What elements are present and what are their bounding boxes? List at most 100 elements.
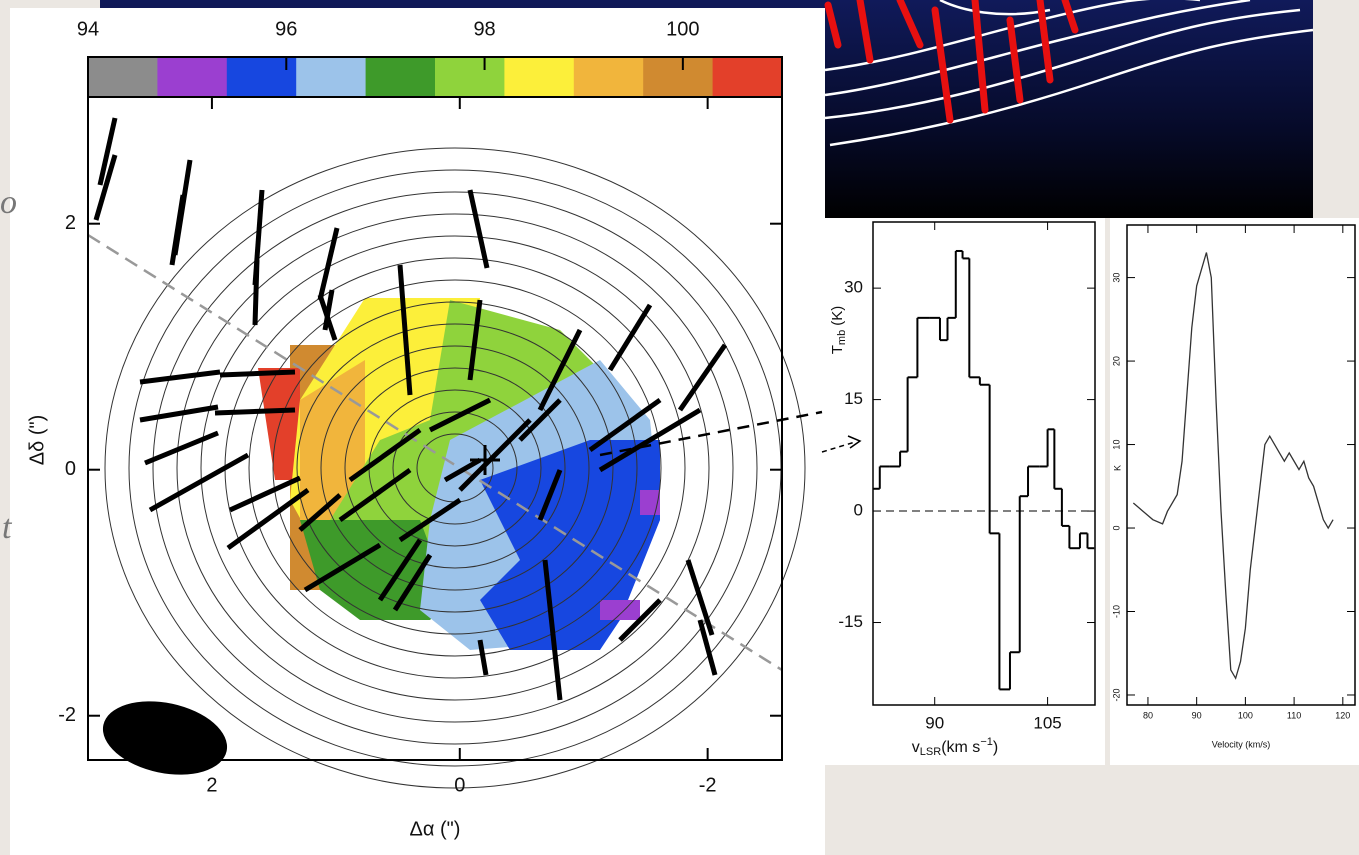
contour xyxy=(152,191,758,745)
map-image: 2 0 -2 2 0 -2 Δα (") Δδ (") 94 96 98 100 xyxy=(26,18,806,840)
colorbar-segment xyxy=(643,57,714,97)
polarization-vector xyxy=(252,259,260,326)
polarization-vector xyxy=(467,189,490,269)
x-axis-label: vLSR(km s−1) xyxy=(912,736,998,758)
emission-pixels xyxy=(600,600,640,620)
label-part: mb xyxy=(836,330,848,345)
y-axis-label: Δδ (") xyxy=(26,415,48,465)
slide-text-fragment: t xyxy=(2,509,13,546)
spectrum-scan-panel xyxy=(1110,218,1359,765)
contour xyxy=(248,279,662,657)
x-tick-label: 2 xyxy=(206,774,217,796)
polarization-vector xyxy=(148,452,250,513)
y-tick-label: 30 xyxy=(844,278,863,297)
label-part: v xyxy=(912,739,920,756)
contour xyxy=(392,411,518,525)
contour xyxy=(272,301,638,635)
x-tick-label: 110 xyxy=(1287,710,1301,720)
y-axis-label: Tmb (K) xyxy=(829,306,848,354)
pointer-arrow xyxy=(821,441,856,453)
polarization-vector xyxy=(322,289,335,331)
polarization-vector xyxy=(97,117,118,186)
colorbar-tick-label: 100 xyxy=(666,18,699,40)
polarization-vector xyxy=(467,299,483,381)
x-tick-label: 105 xyxy=(1033,713,1061,732)
emission-pixels xyxy=(640,490,660,515)
contour xyxy=(344,367,566,569)
polarization-vector xyxy=(397,264,413,396)
polarization-vector xyxy=(428,397,492,433)
polarization-vector xyxy=(518,398,562,442)
spectrum-line xyxy=(1132,252,1334,680)
label-part: (km s xyxy=(941,739,980,756)
axis-line xyxy=(87,233,783,672)
colorbar-segment xyxy=(504,57,575,97)
x-tick-label: 90 xyxy=(925,713,944,732)
polarization-vector xyxy=(398,497,462,543)
polarization-vector xyxy=(303,542,382,593)
polarization-vector xyxy=(228,475,302,513)
polarization-vector xyxy=(298,493,342,532)
polarization-vector xyxy=(588,397,662,453)
plot-frame xyxy=(1126,224,1356,706)
contour xyxy=(104,147,806,789)
colorbar-segment xyxy=(435,57,505,97)
top-vectors xyxy=(824,0,1079,124)
polarization-vector xyxy=(443,457,482,483)
y-tick-label: 0 xyxy=(854,501,863,520)
polarization-vector xyxy=(93,154,118,221)
polarization-vector xyxy=(677,343,728,412)
polarization-vector xyxy=(458,418,532,492)
colorbar-segment xyxy=(226,57,297,97)
y-tick-label: 2 xyxy=(65,212,76,234)
y-tick-label: 0 xyxy=(1111,526,1121,531)
polarization-vector xyxy=(542,559,563,701)
top-contours xyxy=(824,0,1314,147)
polarization-vector xyxy=(537,469,563,521)
polarization-vector xyxy=(169,194,186,266)
polarization-vector xyxy=(598,407,702,473)
polarization-vector xyxy=(392,553,433,612)
plot-frame xyxy=(872,221,1096,706)
label-part: LSR xyxy=(920,746,941,758)
x-axis-label: Velocity (km/s) xyxy=(1212,739,1271,749)
x-tick-label: 80 xyxy=(1143,710,1153,720)
polarization-vector xyxy=(214,407,296,416)
label-part: T xyxy=(829,345,846,354)
y-tick-label: 10 xyxy=(1111,440,1121,450)
y-tick-label: -10 xyxy=(1111,605,1121,618)
polarization-vector xyxy=(607,303,653,372)
label-part: (K) xyxy=(829,306,846,326)
colorbar-segment xyxy=(712,57,783,97)
polarization-vector xyxy=(537,328,583,412)
x-tick-label: 0 xyxy=(454,774,465,796)
polarization-vector xyxy=(477,639,489,676)
y-tick-label: -2 xyxy=(58,704,76,726)
y-tick-label: 20 xyxy=(1111,356,1121,366)
colorbar-segment xyxy=(573,57,644,97)
contour xyxy=(176,213,734,723)
polarization-vector xyxy=(317,227,340,301)
y-tick-label: -20 xyxy=(1111,688,1121,701)
y-axis-label: K xyxy=(1112,465,1122,471)
y-tick-label: 15 xyxy=(844,389,863,408)
polarization-vector xyxy=(618,598,662,642)
x-tick-label: 120 xyxy=(1335,710,1350,720)
colorbar-segment xyxy=(157,57,228,97)
polarization-vector xyxy=(348,427,422,483)
contour xyxy=(296,323,614,613)
polarization-vector xyxy=(685,559,715,636)
label-part: −1 xyxy=(980,736,993,748)
spectrum-panel xyxy=(818,218,1105,765)
colorbar-segment xyxy=(88,57,158,97)
polarization-vector xyxy=(317,294,338,341)
x-tick-label: -2 xyxy=(699,774,717,796)
polarization-vector xyxy=(338,467,412,523)
polarization-vector xyxy=(697,619,718,676)
x-axis-label: Δα (") xyxy=(410,818,461,840)
polarization-vector xyxy=(226,487,310,551)
colorbar-tick-label: 98 xyxy=(473,18,495,40)
polarization-vector xyxy=(144,430,219,466)
